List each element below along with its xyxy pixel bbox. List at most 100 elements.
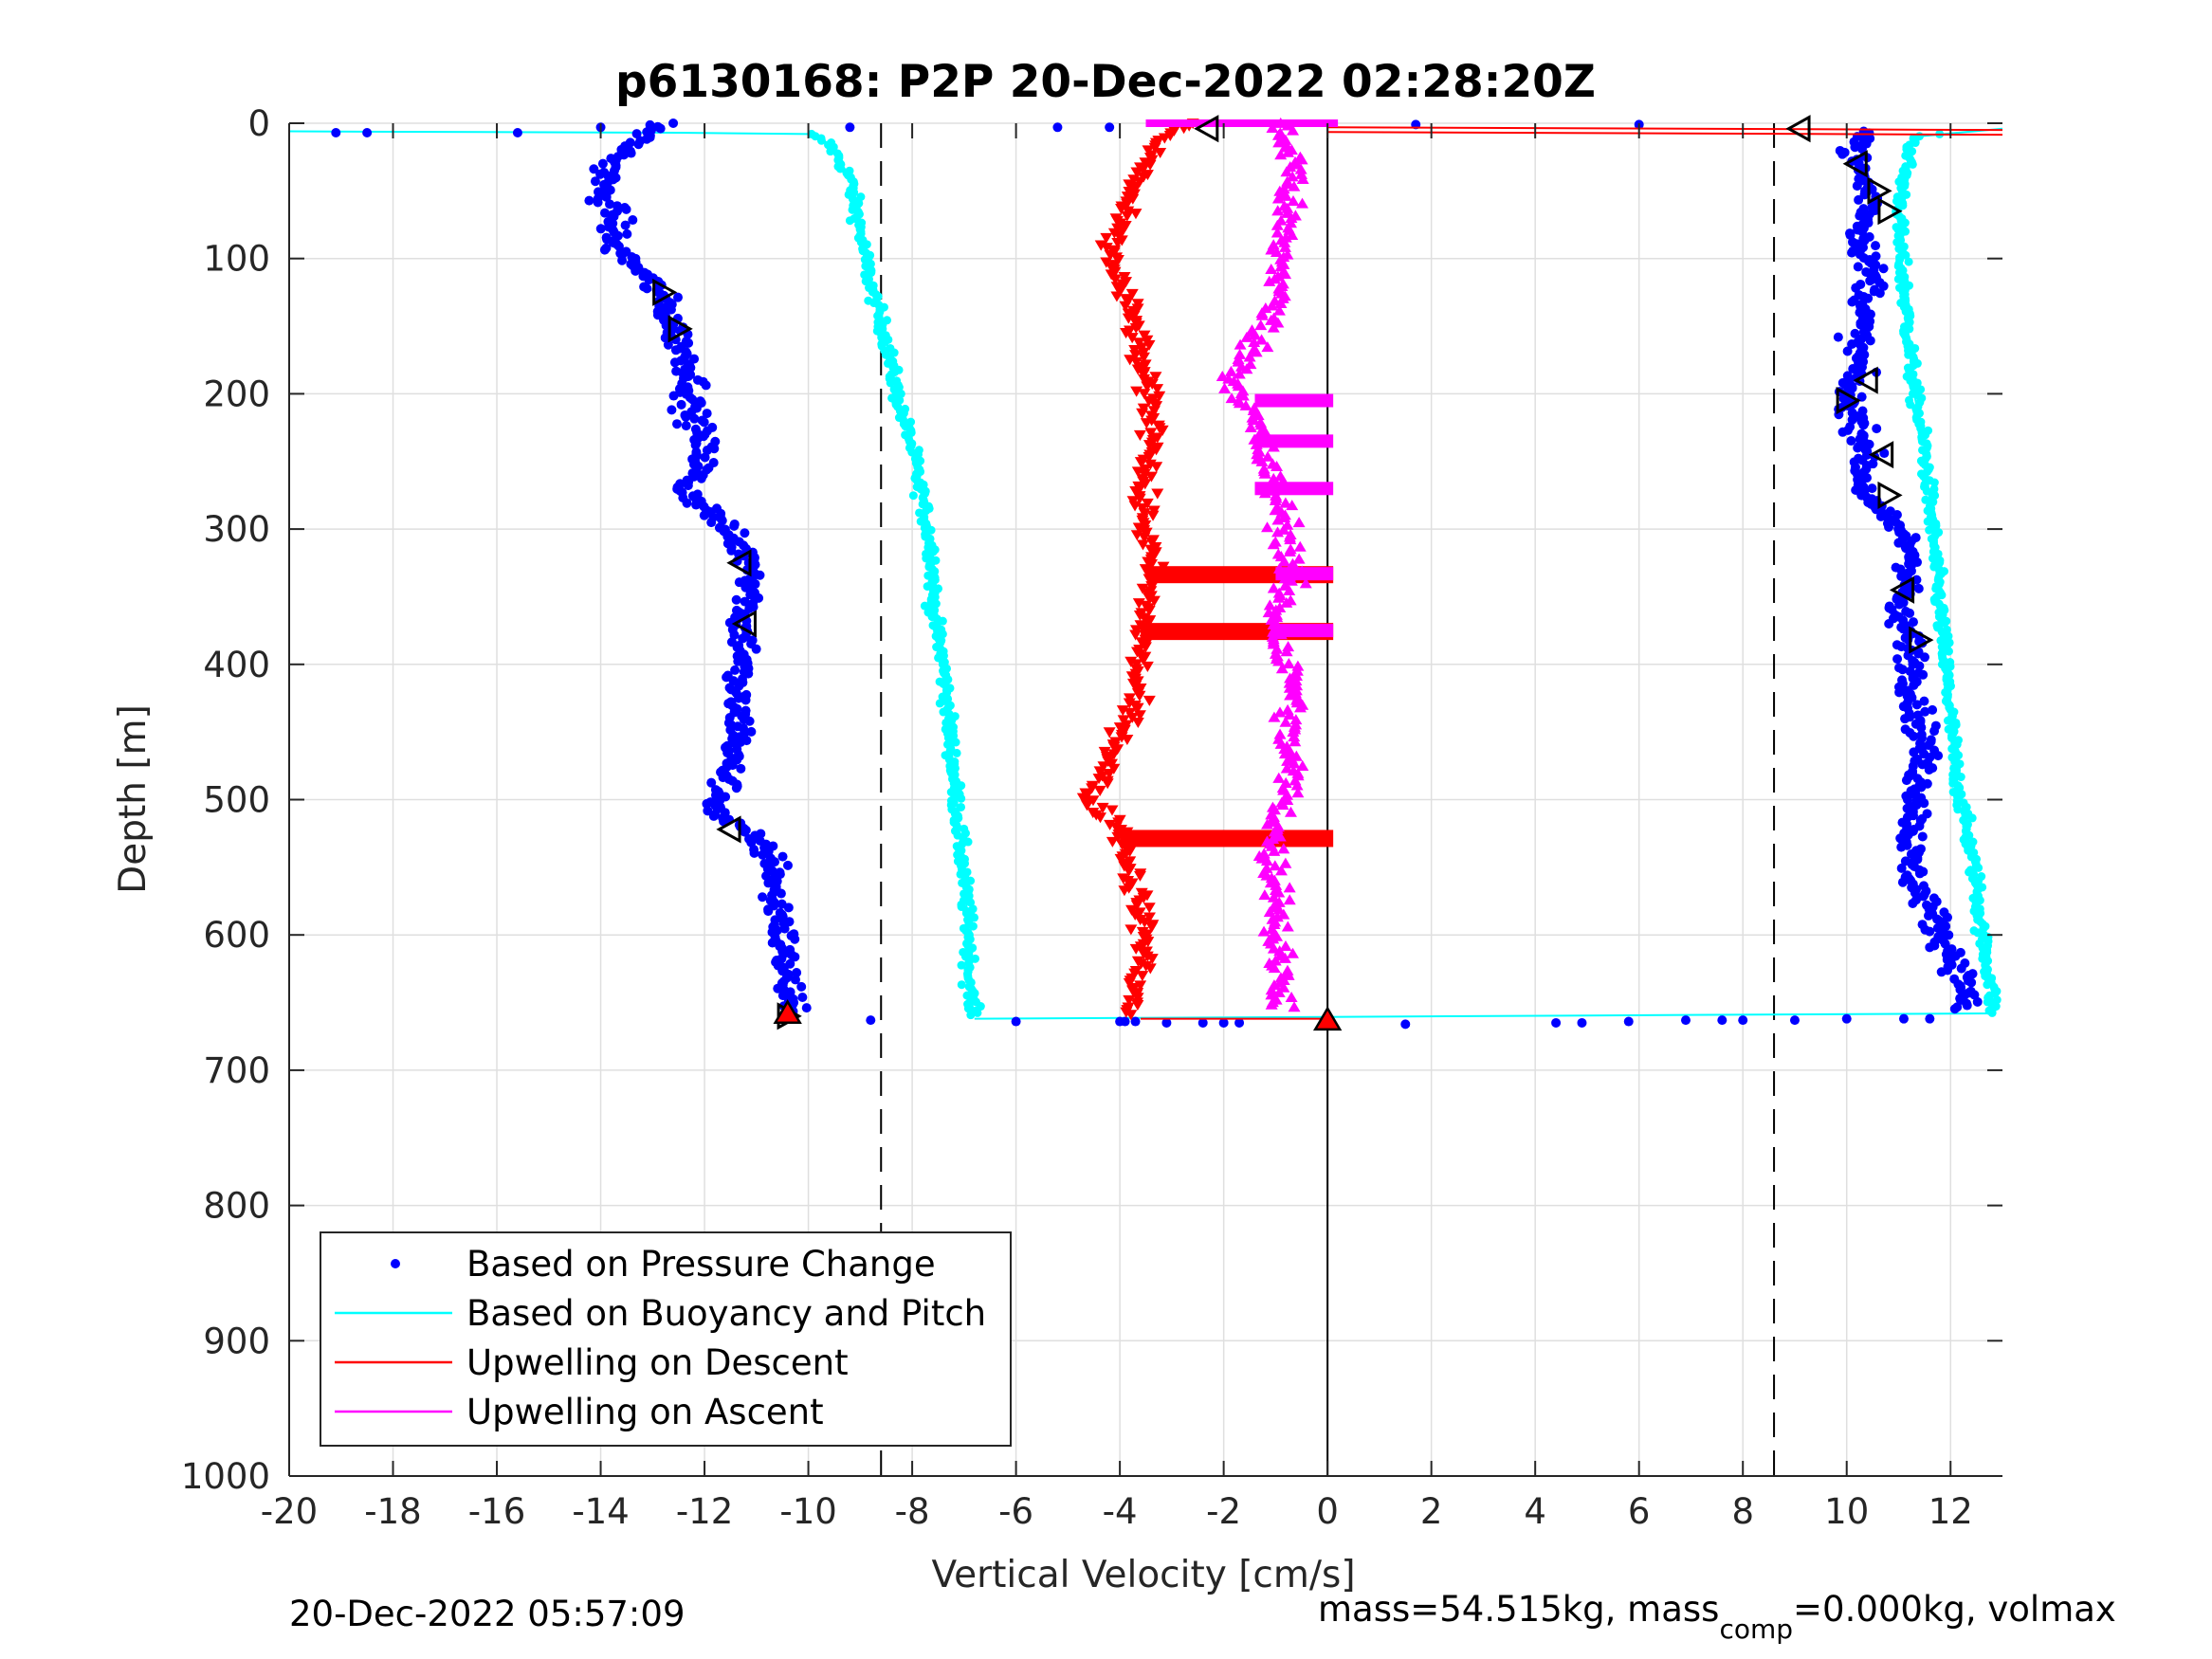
- upwelling-ascent-point: [1271, 460, 1284, 472]
- upwelling-ascent-point: [1288, 757, 1301, 769]
- buoyancy-point: [886, 378, 895, 388]
- pressure-point: [699, 417, 709, 428]
- pressure-point: [1925, 926, 1935, 937]
- footer-mass-tail: =0.000kg, volmax: [1793, 1589, 2116, 1630]
- chart-title: p6130168: P2P 20-Dec-2022 02:28:20Z: [615, 56, 1596, 108]
- pressure-point: [593, 197, 603, 208]
- legend-swatch-pressure: [391, 1259, 400, 1268]
- pressure-point: [1850, 142, 1860, 153]
- upwelling-ascent-point: [1271, 643, 1284, 654]
- upwelling-ascent-point: [1287, 124, 1300, 136]
- pressure-point: [702, 798, 712, 809]
- buoyancy-point: [1908, 159, 1917, 169]
- pressure-point: [731, 594, 741, 605]
- pressure-point: [1867, 483, 1877, 494]
- pressure-point: [689, 413, 700, 424]
- buoyancy-point: [1940, 618, 1949, 628]
- x-tick-label: 0: [1316, 1491, 1339, 1532]
- pressure-point: [1966, 977, 1977, 988]
- upwelling-ascent-point: [1273, 830, 1287, 842]
- upwelling-ascent-point: [1247, 414, 1260, 426]
- upwelling-ascent-point: [1254, 319, 1268, 331]
- x-tick-label: -14: [572, 1491, 629, 1532]
- pressure-point: [633, 139, 644, 150]
- pressure-point: [1924, 764, 1934, 775]
- pressure-point: [672, 292, 683, 302]
- event-marker: [1889, 575, 1915, 604]
- upwelling-descent-point: [1137, 654, 1150, 665]
- upwelling-ascent-point: [1279, 497, 1292, 508]
- pressure-point: [744, 716, 755, 726]
- upwelling-descent-point: [1133, 690, 1146, 702]
- upwelling-descent-band: [1120, 830, 1334, 848]
- upwelling-ascent-point: [1272, 304, 1286, 316]
- upwelling-ascent-point: [1265, 989, 1278, 1000]
- pressure-point: [1878, 264, 1889, 274]
- upwelling-descent-point: [1106, 836, 1119, 848]
- upwelling-ascent-point: [1260, 855, 1273, 866]
- buoyancy-point: [931, 599, 941, 609]
- footer-mass-sub: comp: [1719, 1613, 1793, 1645]
- pressure-point: [597, 158, 608, 169]
- upwelling-ascent-point: [1279, 268, 1292, 280]
- pressure-point: [730, 665, 740, 675]
- y-tick-label: 200: [203, 374, 270, 414]
- pressure-point: [1623, 1016, 1634, 1027]
- pressure-point: [683, 481, 693, 491]
- pressure-point: [605, 199, 615, 210]
- pressure-point: [1909, 747, 1919, 757]
- upwelling-descent-surface-line: [1327, 131, 2003, 137]
- upwelling-ascent-point: [1280, 762, 1293, 774]
- pressure-point: [1858, 420, 1869, 430]
- pressure-point: [746, 726, 757, 737]
- upwelling-ascent-point: [1262, 607, 1275, 618]
- pressure-point: [744, 604, 755, 614]
- upwelling-ascent-point: [1250, 346, 1263, 357]
- upwelling-descent-point: [1119, 301, 1132, 312]
- pressure-point: [1962, 1000, 1972, 1011]
- upwelling-descent-point: [1124, 1010, 1138, 1021]
- upwelling-ascent-point: [1285, 991, 1298, 1003]
- pressure-point: [1011, 1016, 1021, 1027]
- x-tick-label: 6: [1628, 1491, 1651, 1532]
- pressure-point: [1892, 654, 1903, 665]
- upwelling-ascent-point: [1285, 212, 1298, 224]
- pressure-point: [1884, 618, 1894, 629]
- pressure-point: [1914, 661, 1925, 671]
- buoyancy-point: [923, 582, 932, 592]
- event-marker: [667, 315, 693, 343]
- upwelling-ascent-point: [1268, 845, 1281, 856]
- upwelling-descent-point: [1137, 352, 1150, 363]
- upwelling-ascent-point: [1261, 341, 1274, 353]
- pressure-point: [708, 811, 719, 821]
- pressure-point: [1902, 794, 1912, 805]
- upwelling-descent-point: [1129, 629, 1143, 641]
- upwelling-ascent-point: [1234, 338, 1247, 350]
- pressure-point: [1833, 332, 1843, 342]
- upwelling-ascent-point: [1286, 171, 1299, 182]
- pressure-point: [738, 633, 748, 644]
- upwelling-ascent-point: [1289, 736, 1302, 747]
- upwelling-descent-point: [1106, 805, 1119, 816]
- pressure-point: [1917, 759, 1928, 770]
- upwelling-descent-point: [1124, 924, 1138, 936]
- upwelling-descent-point: [1131, 999, 1144, 1012]
- y-tick-label: 100: [203, 239, 270, 280]
- pressure-point: [1847, 247, 1857, 258]
- y-tick-label: 800: [203, 1186, 270, 1227]
- upwelling-descent-point: [1145, 954, 1159, 965]
- pressure-point: [1872, 424, 1882, 434]
- pressure-point: [1161, 1017, 1172, 1028]
- pressure-point: [790, 934, 800, 944]
- pressure-point: [668, 118, 679, 128]
- upwelling-descent-point: [1125, 288, 1139, 300]
- pressure-point: [796, 981, 807, 992]
- upwelling-descent-point: [1151, 488, 1164, 500]
- axes: -20 -18 -16 -14 -12 -10 -8 -6 -4 -2 0 2 4 6 8 10 1201002…: [181, 103, 2002, 1532]
- upwelling-ascent-point: [1265, 263, 1278, 274]
- upwelling-ascent-point: [1283, 708, 1296, 720]
- pressure-point: [1908, 898, 1918, 908]
- pressure-point: [731, 783, 741, 793]
- pressure-point: [779, 923, 790, 934]
